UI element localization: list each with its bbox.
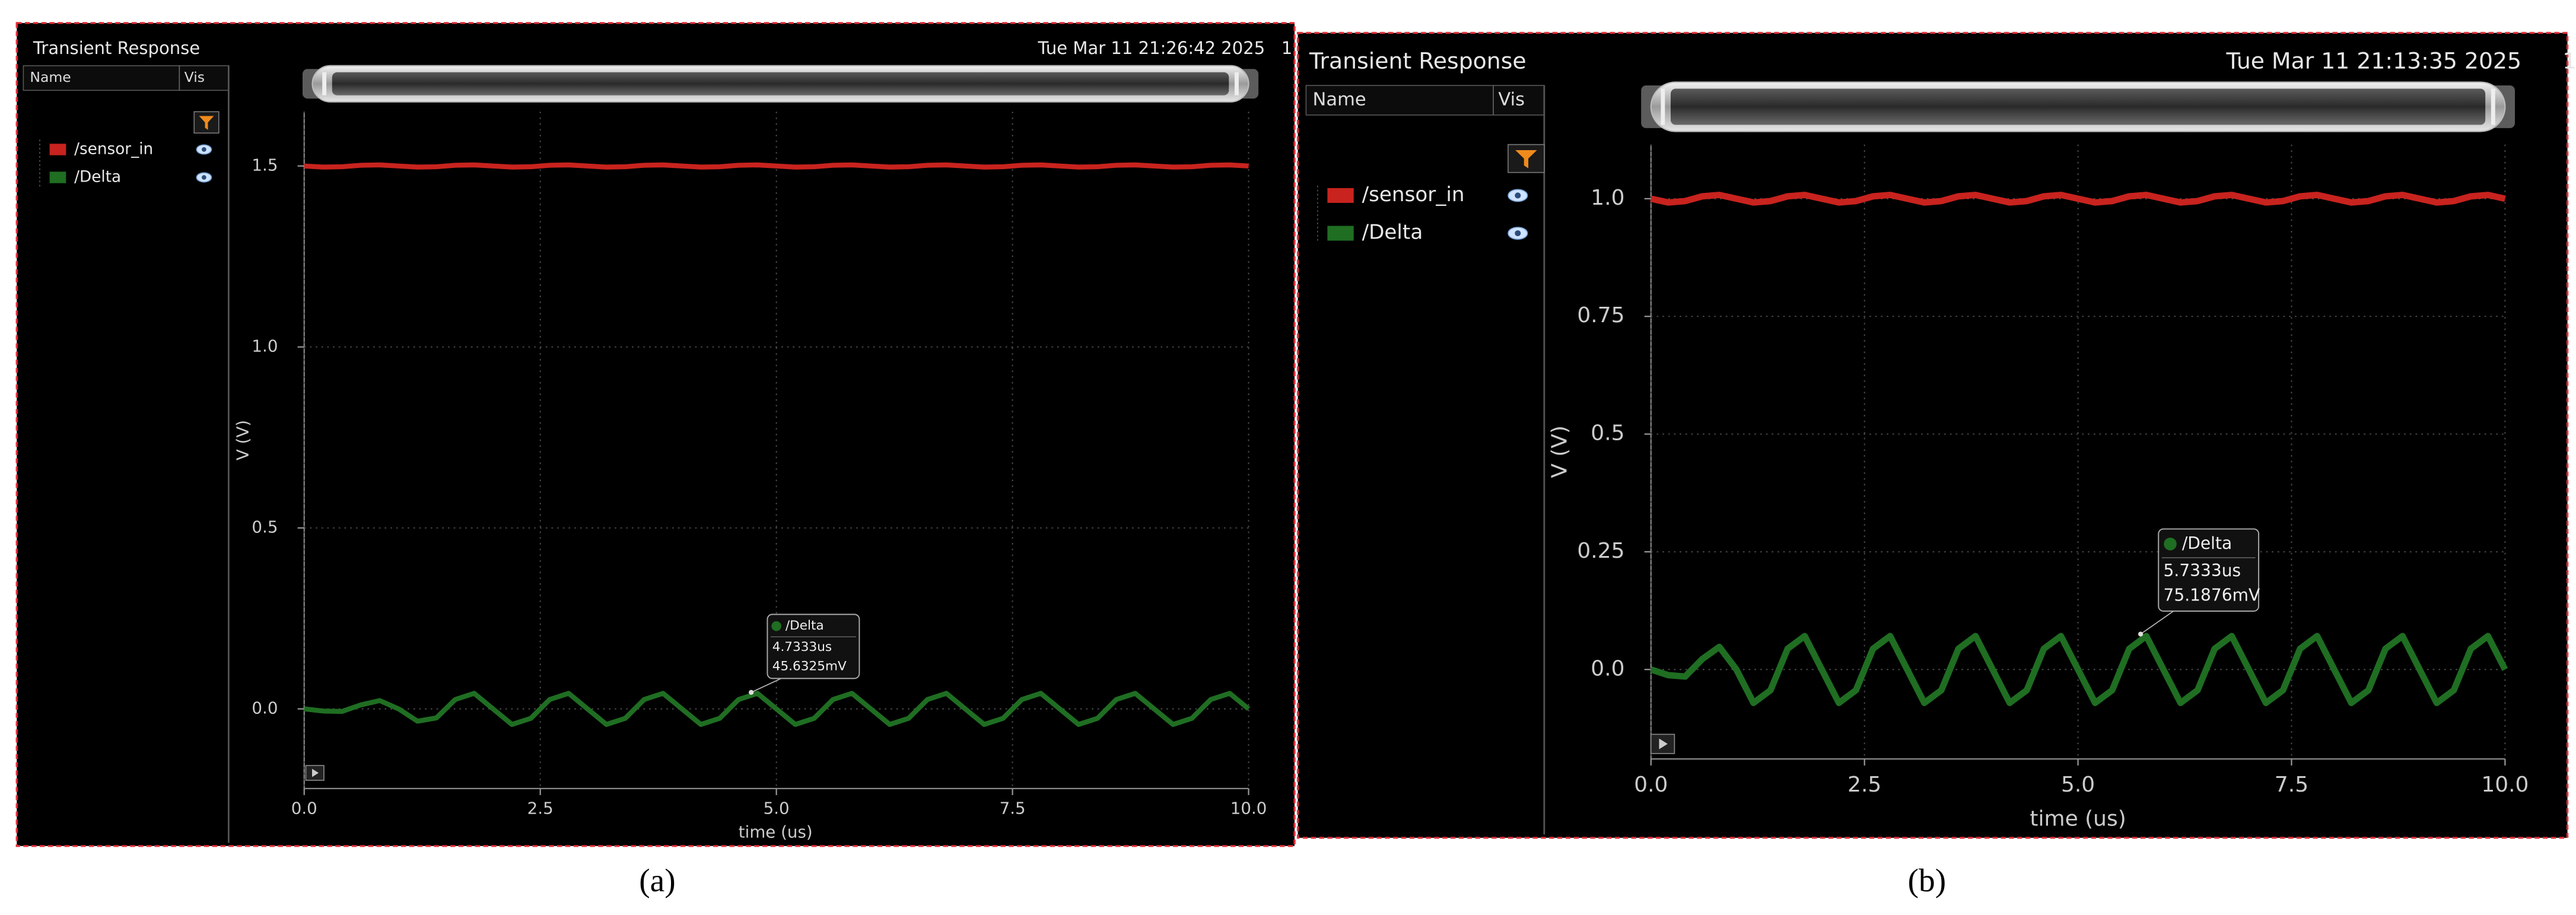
y-tick-label: 1.0 — [252, 336, 278, 356]
x-tick-label: 0.0 — [291, 798, 317, 818]
y-tick-label: 0.25 — [1577, 539, 1624, 563]
cursor-y: 45.6325mV — [772, 659, 847, 674]
scrollbar-grip-right — [1235, 72, 1239, 96]
series-line — [1650, 192, 2506, 206]
filter-icon — [199, 116, 214, 130]
y-axis-label: V (V) — [1548, 425, 1572, 478]
window-title: Transient Response — [33, 38, 200, 58]
cursor-dot — [771, 621, 781, 631]
timestamp: Tue Mar 11 21:13:35 2025 — [2226, 48, 2522, 74]
list-header-vis: Vis — [1498, 89, 1525, 110]
visibility-eye-pupil — [1515, 230, 1521, 237]
y-axis-label: V (V) — [233, 420, 252, 460]
y-tick-label: 0.0 — [1591, 656, 1624, 681]
corner-text: 1 — [1281, 38, 1292, 58]
x-axis-label: time (us) — [2030, 806, 2126, 831]
cursor-leader — [2140, 611, 2174, 635]
x-tick-label: 10.0 — [1230, 798, 1267, 818]
legend-swatch — [1327, 225, 1354, 241]
legend-swatch — [49, 171, 66, 183]
x-tick-label: 7.5 — [2275, 773, 2308, 797]
x-tick-label: 2.5 — [527, 798, 554, 818]
legend-label: /sensor_in — [74, 140, 153, 158]
cursor-y: 75.1876mV — [2164, 585, 2260, 605]
cursor-series: /Delta — [2182, 533, 2232, 553]
corner-text: 1 — [2562, 48, 2576, 74]
y-tick-label: 1.5 — [252, 155, 278, 175]
list-header-name: Name — [30, 69, 71, 85]
list-header-name: Name — [1313, 89, 1366, 110]
scrollbar-grip-right — [2491, 88, 2495, 125]
y-tick-label: 0.75 — [1577, 303, 1624, 328]
play-icon — [1659, 738, 1668, 749]
y-tick-label: 0.5 — [1591, 421, 1624, 446]
list-header-vis: Vis — [185, 69, 205, 85]
visibility-eye-pupil — [201, 147, 206, 152]
y-tick-label: 0.5 — [252, 517, 278, 537]
legend-label: /sensor_in — [1362, 183, 1465, 206]
x-tick-label: 5.0 — [2061, 773, 2095, 797]
filter-icon — [1515, 150, 1537, 169]
cursor-x: 5.7333us — [2164, 561, 2241, 580]
x-tick-label: 5.0 — [764, 798, 790, 818]
x-tick-label: 0.0 — [1634, 773, 1668, 797]
cursor-point — [749, 690, 754, 695]
list-header — [23, 65, 230, 91]
cursor-box — [2158, 528, 2260, 612]
y-tick-label: 0.0 — [252, 698, 278, 718]
series-line — [304, 691, 1251, 727]
cursor-x: 4.7333us — [772, 640, 832, 655]
x-tick-label: 2.5 — [1847, 773, 1881, 797]
visibility-eye-pupil — [1515, 192, 1521, 199]
panel-border — [1296, 31, 2569, 839]
x-tick-label: 7.5 — [1000, 798, 1026, 818]
play-icon — [312, 768, 319, 777]
timestamp: Tue Mar 11 21:26:42 2025 — [1038, 38, 1265, 58]
legend-label: /Delta — [1362, 221, 1423, 244]
scrollbar-inner — [332, 72, 1229, 96]
scrollbar-grip-left — [1661, 88, 1665, 125]
x-tick-label: 10.0 — [2481, 773, 2529, 797]
scrollbar-grip-left — [322, 72, 327, 96]
figure-caption: (a) — [639, 862, 675, 898]
legend-label: /Delta — [74, 168, 121, 186]
x-axis-label: time (us) — [739, 822, 813, 842]
scrollbar-inner — [1671, 88, 2486, 125]
legend-swatch — [49, 144, 66, 155]
list-header — [1305, 85, 1545, 116]
cursor-box — [767, 614, 860, 679]
panel-background — [1297, 33, 2568, 838]
series-line — [1650, 633, 2508, 706]
cursor-dot — [2164, 538, 2177, 551]
cursor-leader — [750, 678, 782, 693]
figure-caption: (b) — [1908, 862, 1947, 898]
cursor-point — [2138, 631, 2144, 637]
series-line — [304, 162, 1249, 170]
panel-border — [15, 22, 1296, 847]
play-button — [305, 765, 325, 781]
y-tick-label: 1.0 — [1591, 186, 1624, 210]
cursor-series: /Delta — [785, 618, 824, 633]
visibility-eye-pupil — [201, 175, 206, 180]
window-title: Transient Response — [1309, 48, 1526, 74]
legend-swatch — [1327, 188, 1354, 203]
